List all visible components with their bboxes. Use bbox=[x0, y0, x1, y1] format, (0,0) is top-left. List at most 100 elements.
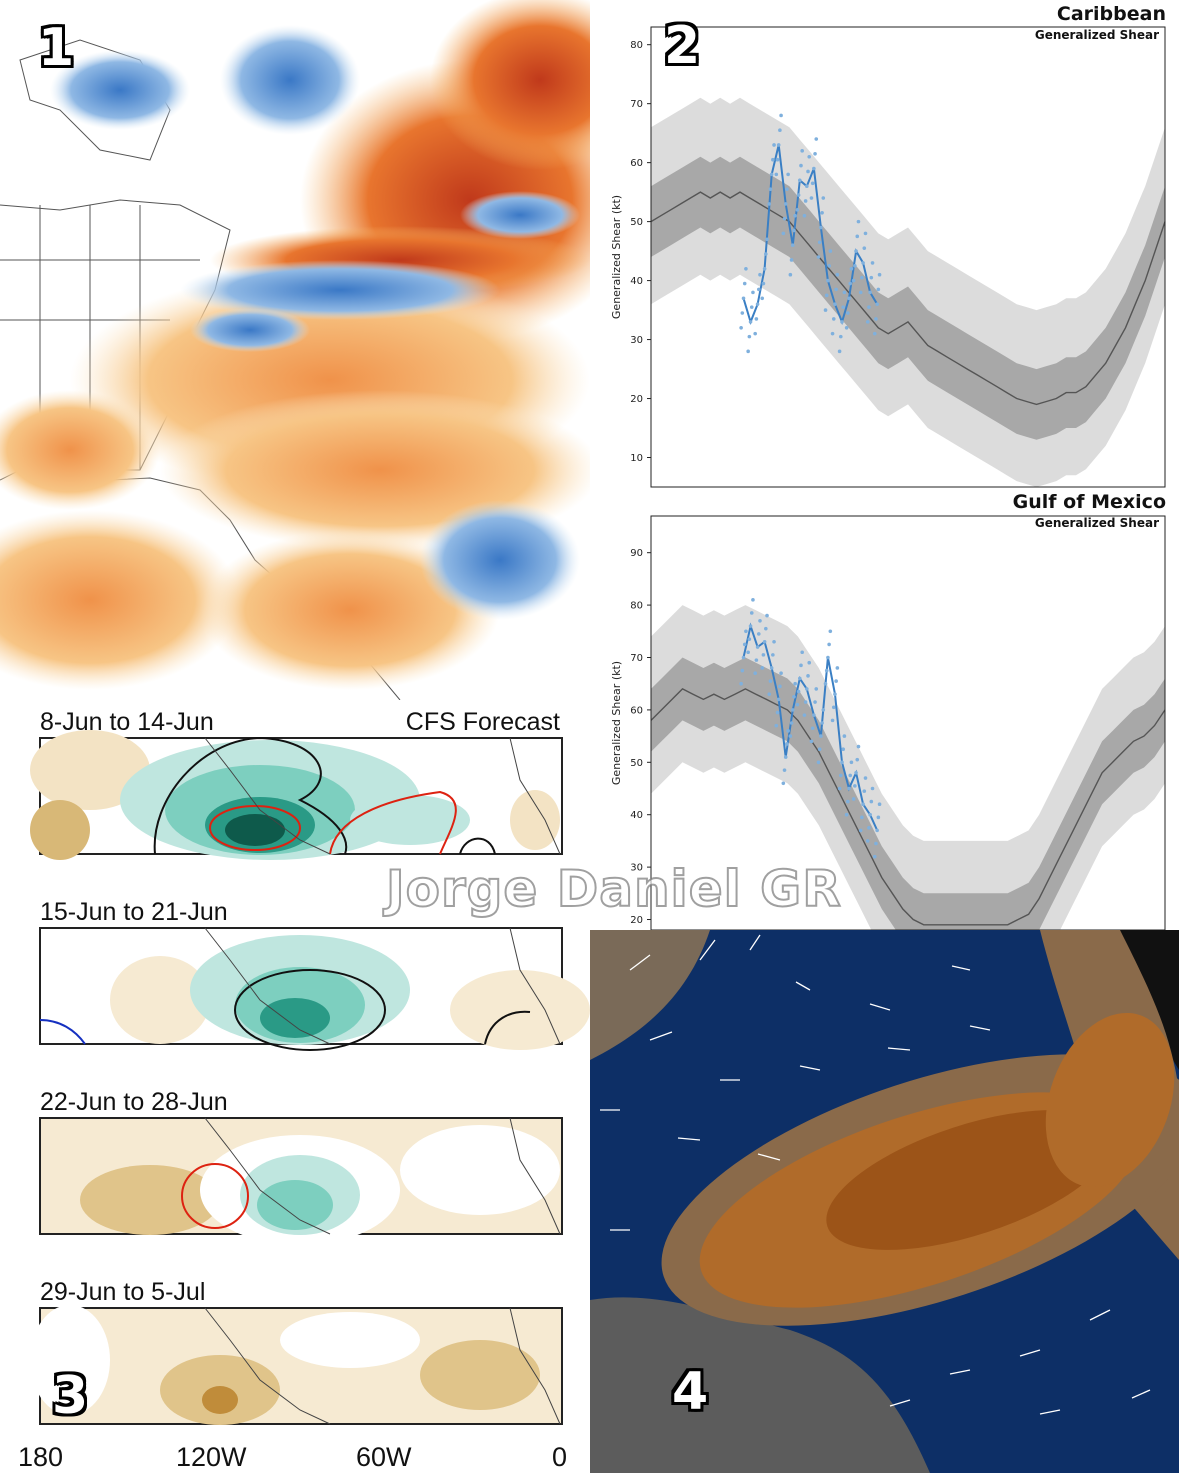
forecast-member-point bbox=[833, 302, 837, 306]
forecast-member-point bbox=[835, 272, 840, 277]
forecast-member-point bbox=[797, 676, 802, 681]
y-tick-label: 90 bbox=[630, 548, 643, 559]
forecast-member-point bbox=[838, 334, 843, 339]
chart-1-title: Caribbean bbox=[1056, 3, 1166, 25]
forecast-member-point bbox=[793, 681, 797, 686]
forecast-member-point bbox=[860, 275, 864, 280]
forecast-member-point bbox=[748, 624, 753, 628]
forecast-member-point bbox=[749, 305, 754, 309]
forecast-member-point bbox=[877, 802, 882, 807]
forecast-member-point bbox=[767, 202, 772, 206]
panel-4-badge: 4 bbox=[672, 1362, 709, 1422]
forecast-member-point bbox=[764, 626, 768, 631]
forecast-member-point bbox=[799, 163, 803, 168]
sst-anomaly-panel: 1 bbox=[0, 0, 590, 700]
forecast-member-point bbox=[802, 213, 807, 218]
forecast-member-point bbox=[792, 228, 796, 233]
forecast-member-point bbox=[760, 296, 765, 301]
forecast-member-point bbox=[747, 334, 752, 339]
forecast-member-point bbox=[846, 799, 850, 804]
forecast-member-point bbox=[856, 744, 861, 749]
forecast-member-point bbox=[867, 826, 871, 830]
forecast-member-point bbox=[739, 325, 743, 330]
chart-2-title: Gulf of Mexico bbox=[1012, 491, 1166, 513]
forecast-member-point bbox=[747, 637, 752, 641]
forecast-member-point bbox=[870, 261, 875, 265]
forecast-member-point bbox=[842, 734, 847, 738]
y-axis-label: Generalized Shear (kt) bbox=[610, 195, 623, 319]
forecast-member-point bbox=[865, 839, 870, 843]
forecast-member-point bbox=[813, 151, 817, 156]
forecast-member-point bbox=[819, 225, 823, 230]
forecast-member-point bbox=[813, 700, 817, 704]
forecast-member-point bbox=[799, 663, 803, 668]
forecast-member-point bbox=[853, 264, 857, 268]
forecast-member-point bbox=[756, 632, 761, 636]
lon-label-180: 180 bbox=[18, 1442, 64, 1472]
forecast-member-point bbox=[789, 258, 794, 262]
forecast-member-point bbox=[824, 668, 829, 673]
cfs-forecast-maps bbox=[30, 730, 590, 1425]
forecast-member-point bbox=[869, 799, 874, 804]
climatology-line bbox=[650, 688, 1166, 926]
forecast-member-point bbox=[779, 113, 783, 118]
forecast-member-point bbox=[765, 237, 769, 242]
forecast-member-point bbox=[781, 781, 786, 786]
panel-3-badge: 3 bbox=[52, 1366, 89, 1426]
forecast-member-point bbox=[807, 154, 812, 159]
forecast-member-point bbox=[862, 246, 867, 250]
y-tick-label: 50 bbox=[630, 758, 643, 769]
forecast-member-point bbox=[847, 786, 851, 791]
chart-frame bbox=[650, 26, 1166, 488]
forecast-member-point bbox=[868, 290, 872, 295]
forecast-member-point bbox=[809, 739, 814, 744]
forecast-member-point bbox=[739, 681, 743, 686]
forecast-member-point bbox=[786, 172, 790, 177]
forecast-member-point bbox=[830, 718, 835, 723]
forecast-member-point bbox=[817, 747, 822, 752]
forecast-member-point bbox=[782, 768, 787, 772]
forecast-member-point bbox=[748, 320, 753, 324]
forecast-member-point bbox=[858, 290, 863, 295]
forecast-member-point bbox=[803, 700, 808, 704]
forecast-member-point bbox=[741, 655, 746, 660]
forecast-member-point bbox=[875, 302, 879, 306]
forecast-member-point bbox=[838, 773, 843, 778]
forecast-member-point bbox=[775, 157, 780, 162]
forecast-member-point bbox=[835, 666, 840, 670]
week-3-label: 22-Jun to 28-Jun bbox=[40, 1088, 228, 1116]
forecast-member-point bbox=[849, 266, 854, 271]
forecast-member-point bbox=[746, 349, 750, 354]
y-tick-label: 80 bbox=[630, 40, 643, 51]
chart-2-subtitle: Generalized Shear bbox=[1034, 516, 1159, 530]
forecast-member-point bbox=[863, 231, 868, 236]
y-tick-label: 30 bbox=[630, 335, 643, 346]
week-4-map bbox=[30, 1305, 563, 1425]
climatology-line bbox=[650, 191, 1166, 406]
forecast-member-point bbox=[817, 240, 822, 245]
forecast-member-point bbox=[821, 708, 826, 712]
forecast-member-point bbox=[790, 243, 795, 248]
forecast-member-point bbox=[874, 317, 878, 321]
forecast-member-point bbox=[848, 281, 853, 286]
forecast-member-point bbox=[819, 734, 823, 738]
forecast-member-point bbox=[854, 249, 858, 253]
y-axis-label: Generalized Shear (kt) bbox=[610, 661, 623, 785]
forecast-member-point bbox=[870, 786, 875, 791]
forecast-member-point bbox=[851, 797, 856, 801]
lon-label-0: 0 bbox=[552, 1442, 568, 1472]
forecast-member-point bbox=[806, 674, 810, 678]
inner-range-band bbox=[651, 156, 1165, 440]
forecast-member-point bbox=[782, 216, 787, 221]
week-2-map bbox=[39, 927, 590, 1051]
forecast-member-point bbox=[844, 812, 849, 817]
forecast-member-point bbox=[820, 721, 824, 725]
shear-chart-2: 20 30 40 50 60 70 80 90 Generalized Shear (kt) bbox=[610, 515, 1166, 930]
forecast-member-point bbox=[800, 650, 804, 655]
forecast-member-point bbox=[854, 770, 858, 775]
forecast-member-point bbox=[776, 143, 781, 147]
forecast-member-point bbox=[765, 613, 769, 618]
forecast-member-point bbox=[740, 311, 745, 315]
forecast-member-point bbox=[778, 684, 782, 689]
forecast-member-point bbox=[875, 828, 879, 833]
